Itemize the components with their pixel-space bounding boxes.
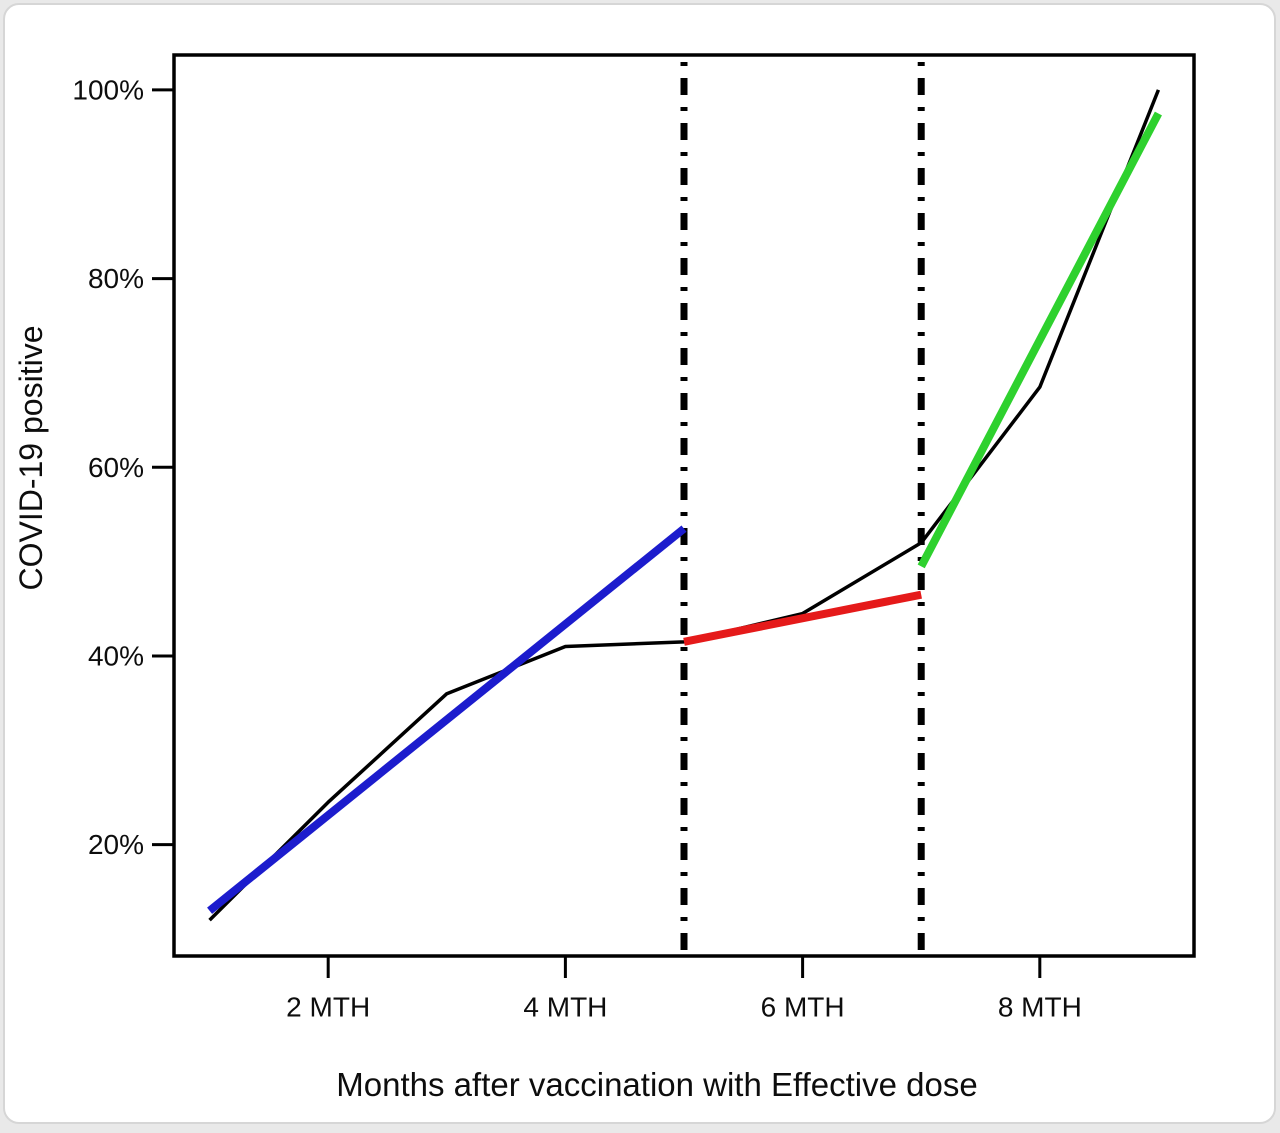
series-trend-mid — [683, 590, 922, 646]
y-tick-label: 60% — [88, 452, 144, 483]
y-tick-label: 20% — [88, 829, 144, 860]
x-tick-label: 2 MTH — [286, 992, 370, 1023]
series-trend-early — [207, 525, 687, 914]
x-tick-label: 8 MTH — [998, 992, 1082, 1023]
x-axis-title: Months after vaccination with Effective … — [336, 1066, 977, 1103]
y-axis-title: COVID-19 positive — [13, 326, 49, 591]
y-tick-label: 80% — [88, 263, 144, 294]
series-trend-late — [917, 111, 1162, 569]
x-tick-label: 6 MTH — [761, 992, 845, 1023]
x-tick-label: 4 MTH — [523, 992, 607, 1023]
y-tick-label: 40% — [88, 640, 144, 671]
plot-frame — [172, 53, 1196, 958]
y-tick-label: 100% — [72, 74, 144, 105]
plot-layer: 20% 40% 60% 80% 100% 2 MTH 4 MTH 6 MTH 8 MTH — [72, 53, 1196, 1023]
